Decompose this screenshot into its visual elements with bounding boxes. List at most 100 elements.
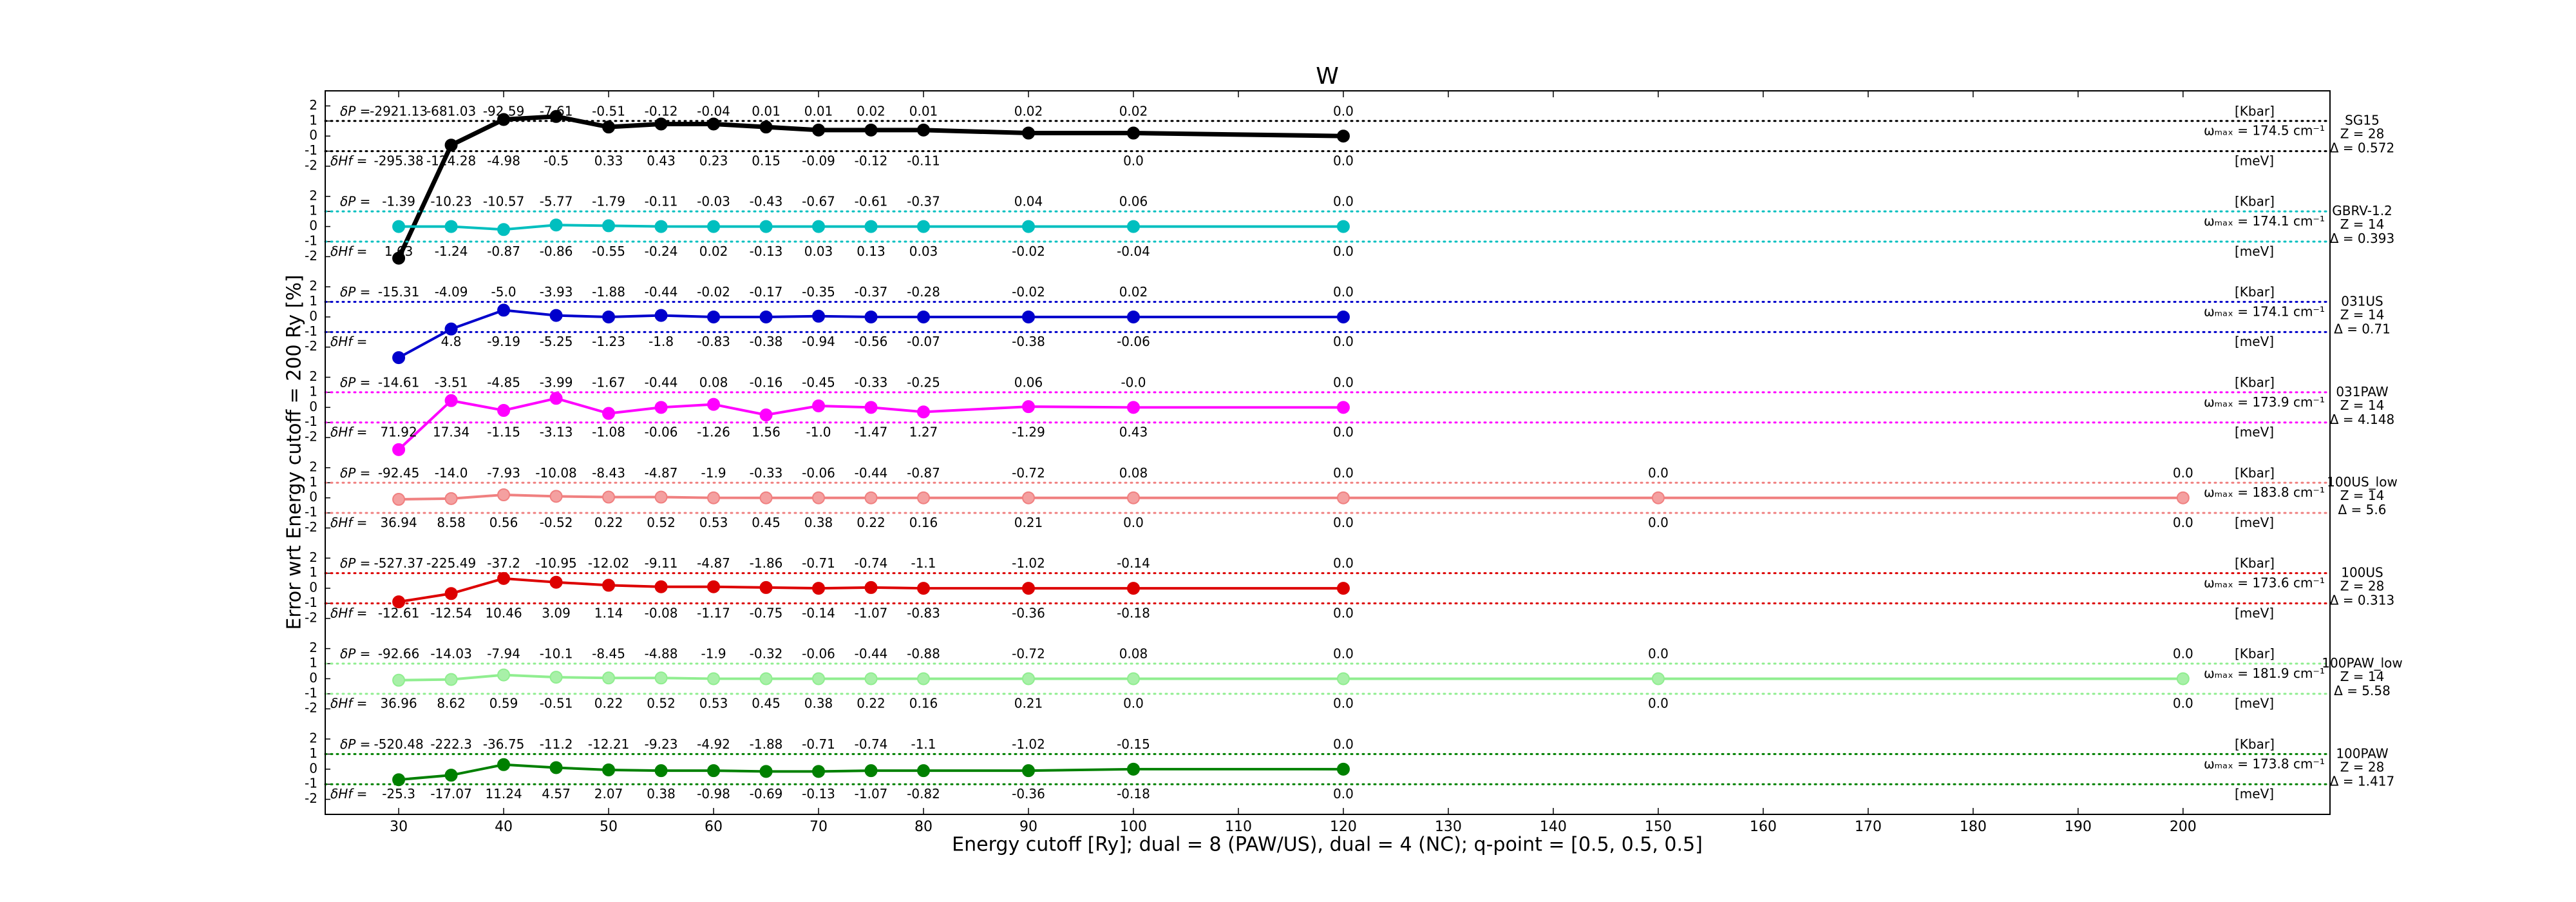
- data-point: [812, 672, 826, 686]
- data-point: [392, 595, 406, 609]
- dh-label: 0.0: [1648, 515, 1669, 530]
- dh-label: 0.38: [647, 786, 676, 801]
- y-tick-label: 2: [309, 278, 317, 294]
- dp-label: -0.33: [855, 374, 888, 390]
- dp-label: 0.0: [1333, 736, 1354, 752]
- dp-label: -0.28: [907, 284, 940, 300]
- dh-label: 36.94: [380, 515, 417, 530]
- dh-label: 0.0: [1123, 696, 1144, 711]
- dh-label: 0.45: [752, 515, 781, 530]
- y-tick-label: 2: [309, 550, 317, 565]
- dh-label: -124.28: [426, 153, 476, 168]
- dh-label: 0.43: [647, 153, 676, 168]
- data-point: [497, 113, 511, 126]
- data-point: [1651, 491, 1665, 504]
- y-tick-label: 1: [309, 383, 317, 399]
- data-point: [1126, 401, 1140, 414]
- dh-label: 0.38: [804, 515, 833, 530]
- z-label: Z = 14: [2340, 216, 2385, 232]
- dh-label: 0.56: [489, 515, 518, 530]
- dp-unit: [Kbar]: [2235, 465, 2275, 481]
- dh-symbol: δHf =: [330, 425, 367, 440]
- data-point: [497, 758, 511, 771]
- dh-label: -1.15: [487, 425, 520, 440]
- delta-label: Δ = 0.572: [2330, 140, 2394, 156]
- dh-label: 0.22: [857, 696, 886, 711]
- dh-label: 0.0: [1333, 425, 1354, 440]
- x-tick-label: 30: [390, 819, 408, 835]
- data-point: [917, 764, 931, 778]
- dh-unit: [meV]: [2235, 334, 2274, 349]
- dh-symbol: δHf =: [330, 334, 367, 349]
- data-point: [1336, 582, 1350, 595]
- dp-label: 0.0: [1648, 465, 1669, 481]
- x-tick-label: 70: [810, 819, 828, 835]
- dp-label: -0.02: [1012, 284, 1045, 300]
- y-tick-label: -2: [305, 700, 317, 716]
- data-point: [812, 491, 826, 504]
- dh-label: 1.63: [384, 244, 413, 259]
- z-label: Z = 14: [2340, 669, 2385, 684]
- y-tick-label: -1: [305, 233, 317, 248]
- dh-label: 0.0: [1333, 153, 1354, 168]
- data-point: [1021, 491, 1035, 504]
- y-tick-label: 2: [309, 731, 317, 746]
- dh-label: 8.58: [437, 515, 466, 530]
- data-point: [549, 309, 563, 322]
- dh-label: 0.22: [857, 515, 886, 530]
- data-point: [654, 671, 668, 685]
- dp-label: 0.0: [1333, 374, 1354, 390]
- y-tick-label: 2: [309, 459, 317, 474]
- dh-label: -0.83: [907, 605, 940, 620]
- y-tick-label: 0: [309, 218, 317, 233]
- dp-label: -0.32: [750, 646, 783, 662]
- dh-unit: [meV]: [2235, 515, 2274, 530]
- dh-label: -0.08: [645, 605, 678, 620]
- omega-label: ωₘₐₓ = 174.5 cm⁻¹: [2204, 123, 2325, 139]
- dp-label: -7.93: [487, 465, 520, 481]
- dh-label: -0.5: [544, 153, 569, 168]
- data-point: [497, 571, 511, 585]
- data-point: [707, 672, 721, 686]
- dh-label: -0.51: [540, 696, 573, 711]
- dp-label: -225.49: [426, 555, 476, 571]
- data-point: [1126, 762, 1140, 776]
- dh-label: 0.52: [647, 696, 676, 711]
- data-point: [549, 490, 563, 503]
- dp-symbol: δP =: [340, 374, 370, 390]
- y-tick-label: 2: [309, 97, 317, 113]
- dp-label: 0.0: [2173, 465, 2193, 481]
- delta-label: Δ = 5.58: [2334, 683, 2391, 698]
- dh-label: -1.24: [435, 244, 468, 259]
- series-name: 100US: [2341, 565, 2383, 581]
- dh-label: 11.24: [485, 786, 522, 801]
- data-point: [1336, 672, 1350, 686]
- dp-label: -0.61: [855, 194, 888, 209]
- data-point: [864, 310, 878, 323]
- data-point: [1126, 582, 1140, 595]
- data-point: [602, 120, 616, 134]
- dp-label: 0.06: [1014, 374, 1043, 390]
- data-point: [1126, 310, 1140, 323]
- dh-label: -1.0: [806, 425, 831, 440]
- dp-label: -7.61: [540, 103, 573, 119]
- dp-label: -1.79: [592, 194, 625, 209]
- dp-label: -0.37: [855, 284, 888, 300]
- dp-unit: [Kbar]: [2235, 374, 2275, 390]
- data-point: [1126, 126, 1140, 140]
- dh-label: -1.29: [1012, 425, 1045, 440]
- dp-label: -5.77: [540, 194, 573, 209]
- data-point: [1336, 310, 1350, 323]
- dh-symbol: δHf =: [330, 696, 367, 711]
- dp-label: -1.9: [701, 646, 726, 662]
- dp-label: -5.0: [491, 284, 516, 300]
- data-point: [1336, 130, 1350, 143]
- dh-label: 3.09: [542, 605, 571, 620]
- dp-label: -1.86: [750, 555, 783, 571]
- dh-label: -0.36: [1012, 786, 1045, 801]
- data-point: [812, 582, 826, 595]
- dp-label: -0.33: [750, 465, 783, 481]
- dh-label: 0.45: [752, 696, 781, 711]
- dp-symbol: δP =: [340, 194, 370, 209]
- data-point: [549, 575, 563, 589]
